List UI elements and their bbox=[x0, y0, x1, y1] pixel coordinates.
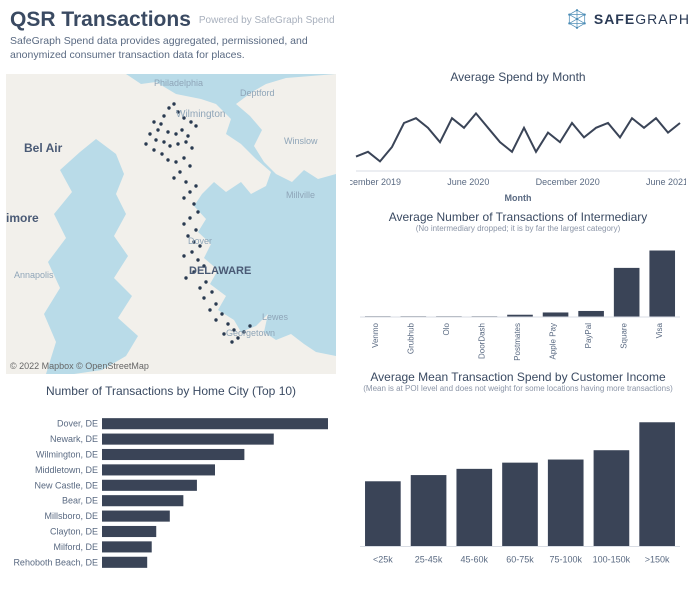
svg-text:June 2020: June 2020 bbox=[447, 177, 489, 187]
svg-text:100-150k: 100-150k bbox=[593, 555, 631, 565]
map-panel[interactable]: Philadelphia Wilmington Deptford Winslow Bel… bbox=[6, 74, 336, 374]
svg-text:Month: Month bbox=[505, 193, 532, 203]
svg-text:June 2021: June 2021 bbox=[646, 177, 686, 187]
svg-text:45-60k: 45-60k bbox=[461, 555, 489, 565]
svg-text:Grubhub: Grubhub bbox=[406, 322, 415, 354]
svg-text:Millville: Millville bbox=[286, 190, 315, 200]
svg-text:Milford, DE: Milford, DE bbox=[53, 542, 98, 552]
svg-text:Clayton, DE: Clayton, DE bbox=[50, 527, 98, 537]
svg-text:New Castle, DE: New Castle, DE bbox=[34, 480, 98, 490]
income-chart: Average Mean Transaction Spend by Custom… bbox=[350, 370, 686, 565]
svg-text:Apple Pay: Apple Pay bbox=[549, 323, 558, 359]
income-subtitle: (Mean is at POI level and does not weigh… bbox=[350, 384, 686, 393]
svg-text:25-45k: 25-45k bbox=[415, 555, 443, 565]
svg-text:Middletown, DE: Middletown, DE bbox=[35, 465, 98, 475]
home-city-chart: Number of Transactions by Home City (Top… bbox=[6, 384, 336, 570]
svg-text:Venmo: Venmo bbox=[371, 322, 380, 347]
page-subtitle: SafeGraph Spend data provides aggregated… bbox=[10, 35, 330, 62]
svg-text:Dover: Dover bbox=[188, 236, 212, 246]
logo-text-bold: SAFE bbox=[594, 11, 635, 27]
svg-text:Olo: Olo bbox=[442, 322, 451, 335]
svg-text:Winslow: Winslow bbox=[284, 136, 318, 146]
svg-text:December 2019: December 2019 bbox=[350, 177, 401, 187]
svg-text:December 2020: December 2020 bbox=[536, 177, 600, 187]
svg-text:Wilmington, DE: Wilmington, DE bbox=[36, 450, 98, 460]
home-city-title: Number of Transactions by Home City (Top… bbox=[6, 384, 336, 398]
intermediary-chart: Average Number of Transactions of Interm… bbox=[350, 210, 686, 350]
svg-text:60-75k: 60-75k bbox=[506, 555, 534, 565]
page-title: QSR Transactions bbox=[10, 8, 191, 32]
avg-spend-chart: Average Spend by Month December 2019 June… bbox=[350, 70, 686, 200]
svg-text:Visa: Visa bbox=[655, 322, 664, 338]
intermediary-title: Average Number of Transactions of Interm… bbox=[350, 210, 686, 224]
svg-text:<25k: <25k bbox=[373, 555, 393, 565]
svg-text:Rehoboth Beach, DE: Rehoboth Beach, DE bbox=[13, 557, 98, 567]
powered-by-text: Powered by SafeGraph Spend bbox=[199, 15, 335, 26]
svg-text:Millsboro, DE: Millsboro, DE bbox=[44, 511, 98, 521]
svg-text:Square: Square bbox=[620, 322, 629, 348]
svg-text:Bel Air: Bel Air bbox=[24, 141, 63, 155]
income-title: Average Mean Transaction Spend by Custom… bbox=[350, 370, 686, 384]
svg-text:Bear, DE: Bear, DE bbox=[62, 496, 98, 506]
svg-text:PayPal: PayPal bbox=[584, 323, 593, 349]
svg-text:>150k: >150k bbox=[645, 555, 670, 565]
svg-text:Postmates: Postmates bbox=[513, 323, 522, 361]
svg-text:Georgetown: Georgetown bbox=[226, 328, 275, 338]
svg-text:75-100k: 75-100k bbox=[549, 555, 582, 565]
map-credit: © 2022 Mapbox © OpenStreetMap bbox=[10, 361, 149, 371]
svg-text:Deptford: Deptford bbox=[240, 88, 275, 98]
svg-text:imore: imore bbox=[6, 211, 39, 225]
avg-spend-title: Average Spend by Month bbox=[350, 70, 686, 84]
svg-text:Wilmington: Wilmington bbox=[176, 109, 225, 120]
svg-text:DoorDash: DoorDash bbox=[477, 323, 486, 359]
svg-text:Annapolis: Annapolis bbox=[14, 270, 54, 280]
safegraph-logo: SAFEGRAPH bbox=[566, 8, 690, 30]
logo-icon bbox=[566, 8, 588, 30]
logo-text-light: GRAPH bbox=[635, 11, 690, 27]
svg-text:Philadelphia: Philadelphia bbox=[154, 78, 203, 88]
svg-text:Newark, DE: Newark, DE bbox=[50, 434, 98, 444]
svg-text:DELAWARE: DELAWARE bbox=[189, 265, 251, 277]
svg-text:Dover, DE: Dover, DE bbox=[57, 419, 98, 429]
intermediary-subtitle: (No intermediary dropped; it is by far t… bbox=[350, 224, 686, 233]
svg-text:Lewes: Lewes bbox=[262, 312, 289, 322]
